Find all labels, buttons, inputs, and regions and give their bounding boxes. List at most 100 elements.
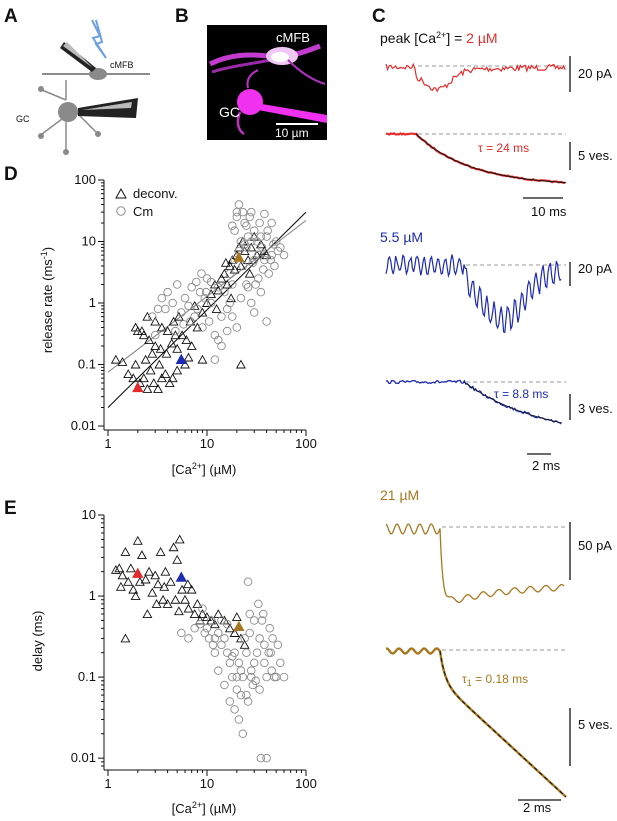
chart-e-example-point <box>233 620 245 631</box>
chart-e-deconv-point <box>130 591 141 600</box>
chart-d-fit-line <box>107 211 307 408</box>
chart-d-ylabel: release rate (ms-1) <box>39 247 55 353</box>
chart-d-deconv-point <box>162 326 173 335</box>
chart-e-deconv-point <box>117 570 128 580</box>
chart-e-deconv-point <box>172 554 183 564</box>
chart-e-y-tick-label: 0.01 <box>71 750 96 765</box>
chart-d-y-tick-label: 100 <box>74 172 96 187</box>
chart-d-cm-point <box>240 218 249 228</box>
legend-label-cm: Cm <box>133 204 153 219</box>
chart-d-deconv-point <box>186 341 197 350</box>
chart-d-cm-point <box>201 287 211 297</box>
chart-e-cm-point <box>234 658 244 668</box>
chart-d-cm-point <box>243 283 253 292</box>
chart-e-y-tick-label: 10 <box>82 507 96 522</box>
trace2-fit <box>463 381 563 424</box>
chart-d-deconv-point <box>130 322 141 332</box>
panel-label-c: C <box>372 6 386 27</box>
trace1-fit <box>415 133 567 184</box>
chart-e-cm-point <box>256 753 266 763</box>
chart-e-cm-point <box>222 648 232 657</box>
chart-d-cm-point <box>228 280 237 289</box>
chart-e-deconv-point <box>174 534 185 544</box>
chart-d-cm-point <box>150 330 160 340</box>
chart-e-cm-point <box>198 604 207 613</box>
chart-e-cm-point <box>252 648 262 657</box>
chart-d-cm-point <box>242 221 251 231</box>
trace2-time-scale: 2 ms <box>532 458 561 473</box>
chart-e-deconv-point <box>136 550 147 560</box>
chart-d-cm-point <box>171 326 180 336</box>
chart-d-cm-point <box>236 293 246 303</box>
chart-d-cm-point <box>238 261 248 271</box>
chart-d-cm-point <box>255 218 264 228</box>
chart-d-xlabel: [Ca2+] (µM) <box>172 461 237 477</box>
chart-d-deconv-point <box>110 354 121 364</box>
chart-d-cm-point <box>262 317 271 326</box>
chart-d-deconv-point <box>150 316 161 326</box>
chart-d-cm-point <box>247 237 256 246</box>
trace1-time-scale: 10 ms <box>531 204 567 219</box>
chart-d-y-tick-label: 0.1 <box>78 357 96 372</box>
chart-e-cm-point <box>242 648 251 657</box>
granule-cell-soma <box>237 89 263 115</box>
trace2-current-scale: 20 pA <box>578 261 612 276</box>
micrograph-cell-label: GC <box>219 104 240 120</box>
chart-d-deconv-point <box>147 348 158 358</box>
chart-e-deconv-point <box>173 606 184 616</box>
chart-d-y-tick-label: 10 <box>82 234 96 249</box>
chart-e-cm-point <box>262 753 271 763</box>
chart-d-cm-point <box>200 293 210 303</box>
chart-d-cm-point <box>234 200 244 209</box>
chart-d-deconv-point <box>180 359 191 369</box>
chart-e-example-point <box>175 571 187 582</box>
trace-header: peak [Ca2+] = 2 µM <box>380 30 498 46</box>
trace2-vesicle-scale: 3 ves. <box>578 401 613 416</box>
schematic-bouton-label: cMFB <box>110 60 134 70</box>
chart-e-deconv-point <box>114 563 125 573</box>
chart-e-deconv-point <box>153 579 163 589</box>
chart-e-cm-point <box>240 634 249 643</box>
chart-d-deconv-point <box>150 341 161 350</box>
micrograph-scalebar-label: 10 µm <box>275 126 309 140</box>
chart-e-cm-point <box>232 672 242 682</box>
chart-e-cm-point <box>249 616 259 625</box>
chart-d-deconv-point <box>233 242 244 252</box>
chart-e-deconv-point <box>239 639 250 649</box>
chart-d-cm-point <box>256 287 266 297</box>
chart-e-cm-point <box>255 634 264 643</box>
chart-d-deconv-point <box>206 289 217 298</box>
chart-e-cm-point <box>195 619 205 629</box>
chart-e-cm-point <box>249 658 259 668</box>
chart-d-cm-point <box>251 280 260 289</box>
trace1-vesicle-scale: 5 ves. <box>578 148 613 163</box>
chart-d-cm-point <box>179 320 188 329</box>
chart-e-cm-point <box>220 634 229 643</box>
chart-e-cm-point <box>184 634 193 643</box>
chart-e-deconv-point <box>134 576 145 586</box>
chart-d-deconv-point <box>160 369 171 378</box>
chart-e-deconv-point <box>120 547 131 556</box>
chart-e-cm-point <box>271 672 281 682</box>
chart-d-cm-point <box>230 226 239 235</box>
chart-d-cm-point <box>232 212 242 222</box>
chart-d-cm-point <box>217 341 226 351</box>
chart-d-cm-point <box>249 226 259 235</box>
chart-e-deconv-point <box>125 563 136 573</box>
chart-e-cm-point <box>243 697 253 706</box>
chart-e-cm-point <box>264 648 273 657</box>
chart-d-cm-point <box>260 255 269 265</box>
chart-e-deconv-point <box>170 594 181 604</box>
chart-d-cm-point <box>225 298 235 308</box>
chart-e-cm-point <box>245 609 254 619</box>
chart-d-deconv-point <box>117 357 128 366</box>
trace1-cumulative <box>385 132 566 185</box>
panel-label-a: A <box>4 6 18 27</box>
chart-e-x-tick-label: 100 <box>295 776 317 791</box>
chart-e-cm-point <box>259 609 268 619</box>
chart-d-legend: deconv. Cm <box>115 186 178 219</box>
chart-e-cm-point <box>204 634 214 643</box>
chart-e-cm-point <box>266 648 275 657</box>
chart-d-cm-point <box>228 221 237 231</box>
